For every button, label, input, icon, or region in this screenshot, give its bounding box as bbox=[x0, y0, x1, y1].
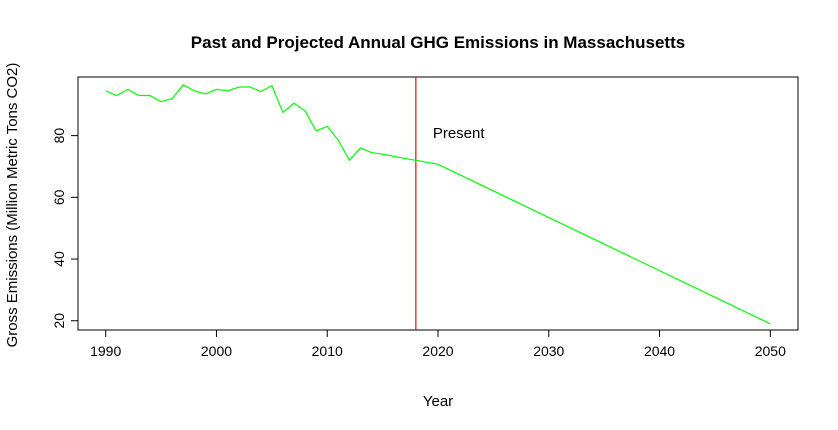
x-tick-label: 1990 bbox=[90, 343, 121, 359]
plot-frame bbox=[77, 76, 799, 331]
x-axis-label: Year bbox=[423, 393, 453, 410]
y-tick-label: 40 bbox=[51, 251, 67, 267]
y-tick-label: 20 bbox=[51, 313, 67, 329]
x-tick-label: 2000 bbox=[201, 343, 232, 359]
x-tick-label: 2050 bbox=[755, 343, 786, 359]
series-group bbox=[105, 84, 771, 325]
chart-title: Past and Projected Annual GHG Emissions … bbox=[191, 33, 685, 52]
present-label: Present bbox=[433, 125, 486, 142]
x-tick-label: 2020 bbox=[422, 343, 453, 359]
x-tick-label: 2040 bbox=[644, 343, 675, 359]
y-axis: 20 40 60 80 bbox=[51, 128, 79, 329]
x-tick-label: 2030 bbox=[533, 343, 564, 359]
present-marker: Present bbox=[415, 77, 486, 330]
x-axis: 1990 2000 2010 2020 2030 2040 2050 bbox=[90, 329, 786, 359]
y-tick-label: 60 bbox=[51, 189, 67, 205]
y-tick-label: 80 bbox=[51, 128, 67, 144]
x-tick-label: 2010 bbox=[312, 343, 343, 359]
y-axis-label: Gross Emissions (Million Metric Tons CO2… bbox=[4, 63, 21, 348]
series-line bbox=[105, 84, 771, 325]
